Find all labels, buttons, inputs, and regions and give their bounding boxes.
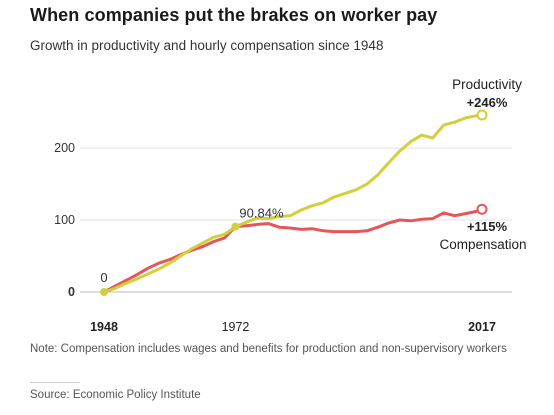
series-line-compensation <box>102 207 484 294</box>
start-marker <box>100 288 108 296</box>
annotation-productivity-label: Productivity <box>452 77 522 92</box>
series-end-markers <box>100 109 488 296</box>
series-line-productivity <box>102 113 484 294</box>
annotation-start-value: 0 <box>100 270 107 285</box>
annotation-compensation-value: +115% <box>467 219 508 234</box>
annotation-productivity-value: +246% <box>467 95 508 110</box>
x-tick-label: 1972 <box>222 320 250 334</box>
series-lines <box>102 113 484 294</box>
end-marker-productivity <box>476 109 488 121</box>
annotations: 0 90.84% Productivity +246% +115% Compensatio… <box>100 77 526 285</box>
annotation-compensation-label: Compensation <box>439 237 526 252</box>
gridlines <box>80 147 512 293</box>
end-marker-compensation <box>476 203 488 215</box>
y-axis-tick-labels: 0 100 200 <box>54 141 75 299</box>
source-credit: Source: Economic Policy Institute <box>30 389 201 401</box>
chart-title: When companies put the brakes on worker … <box>30 5 438 25</box>
x-tick-label: 1948 <box>90 320 118 334</box>
y-tick-label: 100 <box>54 213 75 227</box>
footnote: Note: Compensation includes wages and be… <box>30 343 507 355</box>
divider <box>30 382 80 383</box>
chart-subtitle: Growth in productivity and hourly compen… <box>30 38 384 53</box>
y-tick-label: 0 <box>68 285 75 299</box>
line-chart: 0 100 200 1948 1972 2017 0 90.84% Productivity… <box>54 77 526 334</box>
marker-1972 <box>231 222 240 231</box>
annotation-1972-value: 90.84% <box>239 206 284 221</box>
x-tick-label: 2017 <box>468 320 496 334</box>
y-tick-label: 200 <box>54 141 75 155</box>
x-axis-tick-labels: 1948 1972 2017 <box>90 320 496 334</box>
